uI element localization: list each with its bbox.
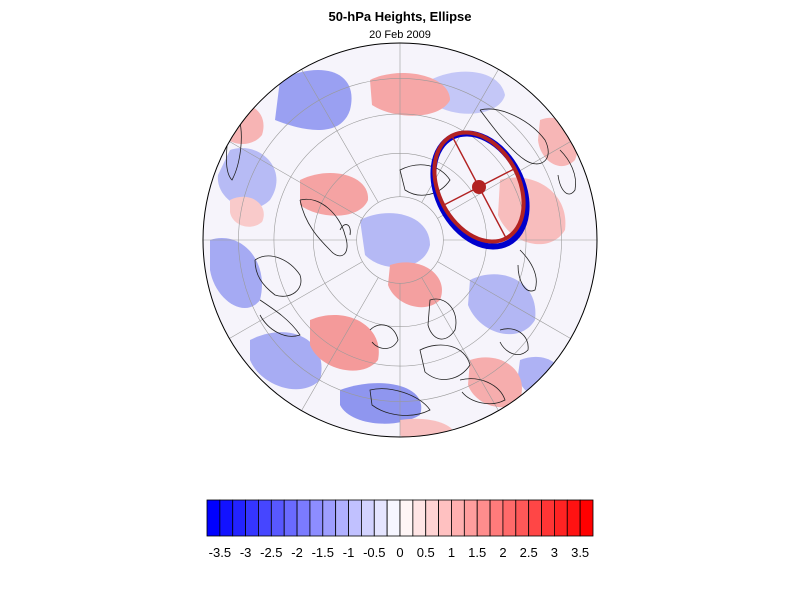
- anomaly-negative-region: [210, 238, 262, 309]
- colorbar-box: [219, 499, 234, 537]
- colorbar-box: [386, 499, 401, 537]
- colorbar-box: [541, 499, 555, 537]
- colorbar-box: [566, 499, 581, 537]
- colorbar-tick-label: 0.5: [417, 545, 435, 560]
- map-date: 20 Feb 2009: [369, 29, 431, 41]
- colorbar-tick-label: 2.5: [520, 545, 538, 560]
- colorbar-box: [245, 499, 259, 537]
- colorbar-box: [206, 499, 221, 537]
- colorbar-box: [335, 499, 349, 537]
- colorbar-tick-label: 0: [396, 545, 403, 560]
- colorbar-tick-label: -2: [291, 545, 303, 560]
- globe-outline: [202, 42, 598, 438]
- colorbar-box: [309, 499, 324, 537]
- colorbar-tick-label: -1.5: [312, 545, 334, 560]
- colorbar-box: [476, 499, 491, 537]
- anomaly-positive-region: [310, 314, 379, 371]
- meridian-line: [301, 69, 379, 203]
- colorbar-box: [579, 499, 594, 537]
- colorbar-box: [283, 499, 298, 537]
- anomaly-negative-region: [360, 213, 430, 268]
- anomaly-positive-region: [230, 196, 264, 227]
- meridian-line: [421, 277, 499, 411]
- colorbar-tick-label: -3.5: [209, 545, 231, 560]
- colorbar-box: [399, 499, 414, 537]
- colorbar-box: [425, 499, 440, 537]
- colorbar-box: [348, 499, 362, 537]
- anomaly-negative-region: [217, 148, 277, 209]
- colorbar-tick-label: -1: [343, 545, 355, 560]
- meridian-line: [229, 261, 363, 339]
- colorbar-labels: -3.5 -3 -2.5 -2 -1.5 -1 -0.5 0 0.5 1 1.5 2 2.5 3 3.5: [209, 545, 590, 560]
- anomaly-positive-region: [498, 177, 566, 245]
- meridian-line: [301, 277, 379, 411]
- colorbar-box: [258, 499, 272, 537]
- ellipse-center: [472, 180, 486, 194]
- colorbar-box: [373, 499, 388, 537]
- colorbar-tick-label: 3: [551, 545, 558, 560]
- colorbar-box: [554, 499, 568, 537]
- colorbar-tick-label: 3.5: [571, 545, 589, 560]
- colorbar-box: [451, 499, 465, 537]
- colorbar-box: [528, 499, 542, 537]
- anomaly-positive-region: [370, 72, 450, 116]
- colorbar-box: [412, 499, 427, 537]
- colorbar-tick-label: 1.5: [468, 545, 486, 560]
- map-title: 50-hPa Heights, Ellipse: [328, 9, 472, 24]
- colorbar-box: [232, 499, 247, 537]
- colorbar-box: [270, 499, 285, 537]
- colorbar-box: [296, 499, 311, 537]
- vortex-ellipse: [430, 130, 530, 250]
- anomaly-negative-region: [340, 383, 422, 424]
- colorbar-box: [438, 499, 452, 537]
- anomaly-positive-region: [400, 418, 456, 437]
- anomaly-negative-region: [250, 332, 322, 390]
- colorbar-tick-label: -0.5: [363, 545, 385, 560]
- anomaly-positive-region: [468, 357, 522, 408]
- anomaly-negative-region: [275, 70, 352, 130]
- colorbar-box: [463, 499, 478, 537]
- colorbar-boxes: [206, 499, 594, 537]
- colorbar-tick-label: -2.5: [260, 545, 282, 560]
- colorbar-tick-label: -3: [240, 545, 252, 560]
- colorbar-box: [489, 499, 504, 537]
- colorbar-box: [515, 499, 530, 537]
- anomaly-positive-region: [388, 262, 442, 308]
- colorbar-tick-label: 1: [448, 545, 455, 560]
- meridian-line: [437, 261, 571, 339]
- colorbar-box: [322, 499, 337, 537]
- meridian-line: [229, 141, 363, 219]
- colorbar-tick-label: 2: [499, 545, 506, 560]
- colorbar-box: [502, 499, 517, 537]
- anomaly-positive-region: [300, 172, 369, 216]
- colorbar-box: [360, 499, 375, 537]
